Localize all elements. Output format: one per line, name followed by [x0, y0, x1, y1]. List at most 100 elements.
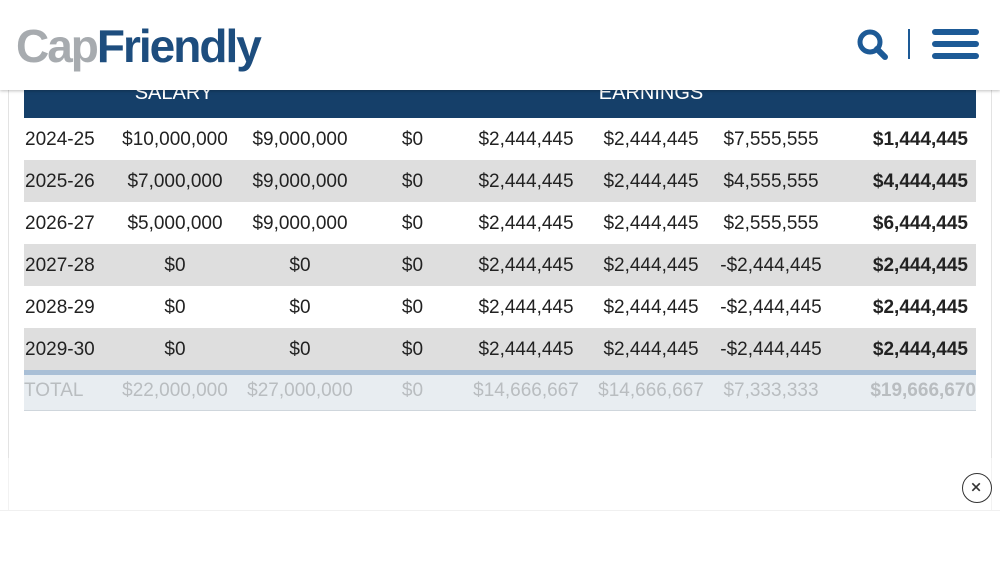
table-cell: $7,555,555 — [720, 118, 822, 160]
cell-text: 2025-26 — [25, 170, 95, 192]
table-row: 2028-29 $0 $0 $0 $2,444,445 $2,444,445 -$2,444… — [24, 286, 976, 328]
cell-text: $2,444,445 — [478, 338, 574, 360]
table-cell: $2,444,445 — [470, 160, 582, 202]
table-row: 2026-27 $5,000,000 $9,000,000 $0 $2,444,445 $… — [24, 202, 976, 244]
cell-text: $0 — [164, 254, 186, 276]
cell-text: $2,444,445 — [603, 212, 699, 234]
table-cell: $0 — [355, 286, 470, 328]
cell-text: $1,444,445 — [872, 128, 968, 150]
cell-text: $9,000,000 — [252, 212, 348, 234]
search-icon[interactable] — [857, 29, 888, 60]
cell-text: $7,000,000 — [127, 170, 223, 192]
table-row: 2024-25 $10,000,000 $9,000,000 $0 $2,444,445… — [24, 118, 976, 160]
cell-text: $0 — [401, 338, 424, 360]
cell-text: 2028-29 — [25, 296, 95, 318]
table-cell: $7,333,333 — [720, 370, 822, 411]
table-cell: $0 — [245, 328, 355, 373]
table-cell: $4,555,555 — [720, 160, 822, 202]
table-cell: $2,444,445 — [822, 244, 976, 286]
cell-text: $2,444,445 — [603, 338, 699, 360]
logo-text: Cap — [16, 20, 99, 72]
table-cell: $2,444,445 — [470, 118, 582, 160]
cell-text: -$2,444,445 — [720, 254, 822, 276]
table-cell: $19,666,670 — [822, 370, 976, 411]
table-cell: $2,444,445 — [822, 328, 976, 373]
cell-text: $9,000,000 — [252, 128, 348, 150]
logo-text: Friendly — [96, 20, 262, 72]
cell-text: $6,444,445 — [872, 212, 968, 234]
logo[interactable]: CapFriendly — [16, 20, 262, 72]
cell-text: $2,444,445 — [478, 254, 574, 276]
table-cell: $0 — [245, 286, 355, 328]
table-cell: 2024-25 — [24, 118, 105, 160]
cell-text: $2,444,445 — [603, 170, 699, 192]
table-cell: $2,444,445 — [582, 118, 720, 160]
table-cell: 2028-29 — [24, 286, 105, 328]
table-cell: $5,000,000 — [105, 202, 245, 244]
salary-table: 2024-25 $10,000,000 $9,000,000 $0 $2,444,445… — [24, 118, 976, 411]
cell-text: $7,555,555 — [723, 128, 819, 150]
table-cell: $2,444,445 — [582, 202, 720, 244]
content-frame — [8, 90, 992, 510]
cell-text: $2,444,445 — [872, 296, 968, 318]
table-cell: $2,444,445 — [822, 286, 976, 328]
table-cell: $0 — [355, 118, 470, 160]
table-cell: $2,555,555 — [720, 202, 822, 244]
cell-text: $5,000,000 — [127, 212, 223, 234]
menu-icon[interactable] — [932, 29, 979, 59]
cell-text: $2,444,445 — [478, 296, 574, 318]
table-cell: $2,444,445 — [470, 244, 582, 286]
close-button[interactable] — [962, 473, 992, 503]
table-cell: TOTAL — [24, 370, 105, 411]
cell-text: $27,000,000 — [247, 380, 353, 401]
table-cell: $0 — [355, 328, 470, 373]
cell-text: 2027-28 — [25, 254, 95, 276]
header-icons — [857, 29, 979, 60]
cell-text: $2,555,555 — [723, 212, 819, 234]
cell-text: 2024-25 — [25, 128, 95, 150]
table-cell: $14,666,667 — [582, 370, 720, 411]
table-cell: $9,000,000 — [245, 202, 355, 244]
cell-text: $0 — [401, 212, 424, 234]
cell-text: 2026-27 — [25, 212, 95, 234]
table-cell: $0 — [355, 160, 470, 202]
table-cell: $10,000,000 — [105, 118, 245, 160]
table-cell: -$2,444,445 — [720, 328, 822, 373]
table-cell: $0 — [355, 202, 470, 244]
table-cell: $0 — [105, 286, 245, 328]
cell-text: 2029-30 — [25, 338, 95, 360]
site-header: CapFriendly — [0, 0, 1000, 90]
cell-text: $0 — [401, 170, 424, 192]
cell-text: $2,444,445 — [603, 128, 699, 150]
table-cell: $2,444,445 — [582, 160, 720, 202]
table-cell: 2026-27 — [24, 202, 105, 244]
table-cell: 2025-26 — [24, 160, 105, 202]
table-cell: $2,444,445 — [470, 286, 582, 328]
table-cell: $2,444,445 — [582, 286, 720, 328]
cell-text: $14,666,667 — [598, 380, 704, 401]
table-cell: -$2,444,445 — [720, 244, 822, 286]
table-cell: $9,000,000 — [245, 118, 355, 160]
table-cell: $2,444,445 — [582, 244, 720, 286]
table-cell: $2,444,445 — [470, 202, 582, 244]
table-cell: 2029-30 — [24, 328, 105, 373]
table-cell: $1,444,445 — [822, 118, 976, 160]
cell-text: $4,444,445 — [872, 170, 968, 192]
table-row: TOTAL $22,000,000 $27,000,000 $0 $14,666,667… — [24, 370, 976, 411]
cell-text: $2,444,445 — [478, 170, 574, 192]
cell-text: $2,444,445 — [872, 254, 968, 276]
cell-text: $0 — [289, 338, 311, 360]
table-cell: $2,444,445 — [582, 328, 720, 373]
table-row: 2025-26 $7,000,000 $9,000,000 $0 $2,444,445 $… — [24, 160, 976, 202]
table-cell: -$2,444,445 — [720, 286, 822, 328]
table-cell: $22,000,000 — [105, 370, 245, 411]
cell-text: $2,444,445 — [603, 296, 699, 318]
cell-text: -$2,444,445 — [720, 338, 822, 360]
cell-text: $0 — [401, 128, 424, 150]
cell-text: TOTAL — [24, 380, 84, 401]
cell-text: $22,000,000 — [122, 380, 228, 401]
cell-text: $2,444,445 — [478, 212, 574, 234]
cell-text: $0 — [289, 254, 311, 276]
table-cell: $0 — [355, 244, 470, 286]
table-row: 2029-30 $0 $0 $0 $2,444,445 $2,444,445 -$2,444… — [24, 328, 976, 373]
